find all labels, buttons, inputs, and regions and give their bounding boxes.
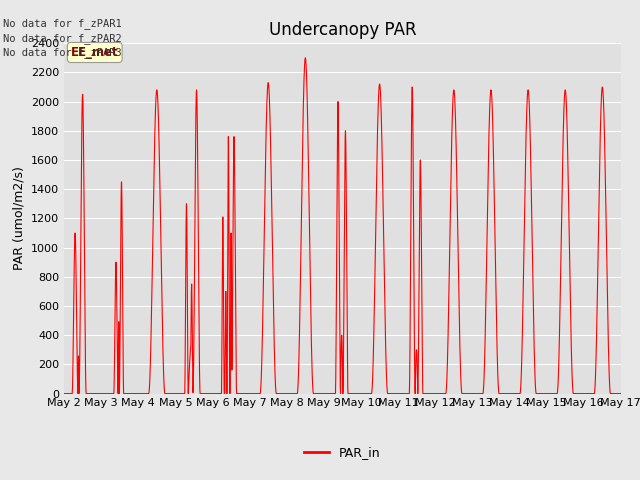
Text: No data for f_zPAR3: No data for f_zPAR3 xyxy=(3,47,122,58)
Text: EE_met: EE_met xyxy=(71,46,118,59)
Legend: PAR_in: PAR_in xyxy=(299,442,386,465)
Y-axis label: PAR (umol/m2/s): PAR (umol/m2/s) xyxy=(12,167,26,270)
Text: No data for f_zPAR1: No data for f_zPAR1 xyxy=(3,18,122,29)
Text: No data for f_zPAR2: No data for f_zPAR2 xyxy=(3,33,122,44)
Title: Undercanopy PAR: Undercanopy PAR xyxy=(269,21,416,39)
